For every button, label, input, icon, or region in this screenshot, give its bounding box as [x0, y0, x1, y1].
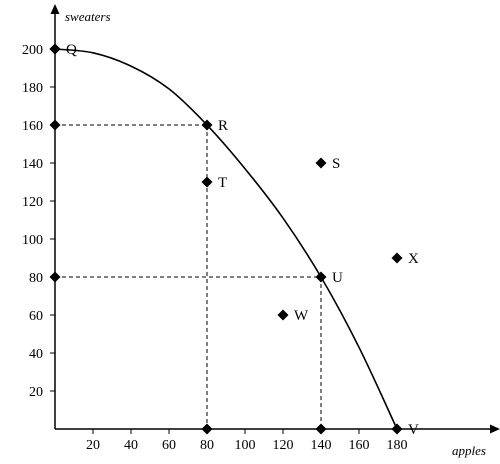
y-tick-label-1: 40: [29, 347, 43, 362]
x-tick-label-0: 20: [86, 438, 100, 453]
x-tick-label-3: 80: [200, 438, 214, 453]
x-tick-label-5: 120: [273, 438, 294, 453]
point-label-x: X: [408, 251, 419, 267]
point-v: [391, 423, 403, 435]
point-u: [315, 271, 327, 283]
axis-marker-2: [49, 271, 61, 283]
axis-markers: [49, 43, 327, 435]
guide-lines: [55, 124, 322, 429]
point-q: [49, 43, 61, 55]
axes: [50, 4, 500, 434]
axis-ticks: 20 40 60 80 100 120 140 160 180 20 40 60 80 100 120 140…: [22, 43, 408, 453]
x-tick-label-1: 40: [124, 438, 138, 453]
y-tick-label-4: 100: [22, 233, 43, 248]
x-axis-arrow: [490, 424, 500, 434]
y-tick-label-0: 20: [29, 385, 43, 400]
ppf-curve: [54, 48, 398, 430]
y-tick-label-5: 120: [22, 195, 43, 210]
point-label-q: Q: [66, 42, 77, 58]
axis-marker-1: [49, 119, 61, 131]
point-t: [201, 176, 213, 188]
x-tick-label-4: 100: [235, 438, 256, 453]
point-label-r: R: [218, 118, 228, 134]
y-tick-label-9: 200: [22, 43, 43, 58]
point-r: [201, 119, 213, 131]
point-label-t: T: [218, 175, 227, 191]
point-label-s: S: [332, 156, 340, 172]
y-axis-label: sweaters: [65, 9, 111, 24]
point-w: [277, 309, 289, 321]
x-tick-label-8: 180: [387, 438, 408, 453]
axis-marker-3: [201, 423, 213, 435]
y-axis-arrow: [50, 4, 60, 14]
y-tick-label-8: 180: [22, 81, 43, 96]
point-label-v: V: [408, 422, 419, 438]
y-tick-label-3: 80: [29, 271, 43, 286]
y-tick-label-2: 60: [29, 309, 43, 324]
x-tick-label-7: 160: [349, 438, 370, 453]
point-x: [391, 252, 403, 264]
axis-marker-4: [315, 423, 327, 435]
point-label-u: U: [332, 270, 343, 286]
x-tick-label-6: 140: [311, 438, 332, 453]
data-points: Q R S T U W X V: [49, 42, 419, 438]
y-tick-label-6: 140: [22, 157, 43, 172]
point-label-w: W: [294, 308, 309, 324]
y-tick-label-7: 160: [22, 119, 43, 134]
point-s: [315, 157, 327, 169]
x-tick-label-2: 60: [162, 438, 176, 453]
x-axis-label: apples: [452, 443, 486, 458]
